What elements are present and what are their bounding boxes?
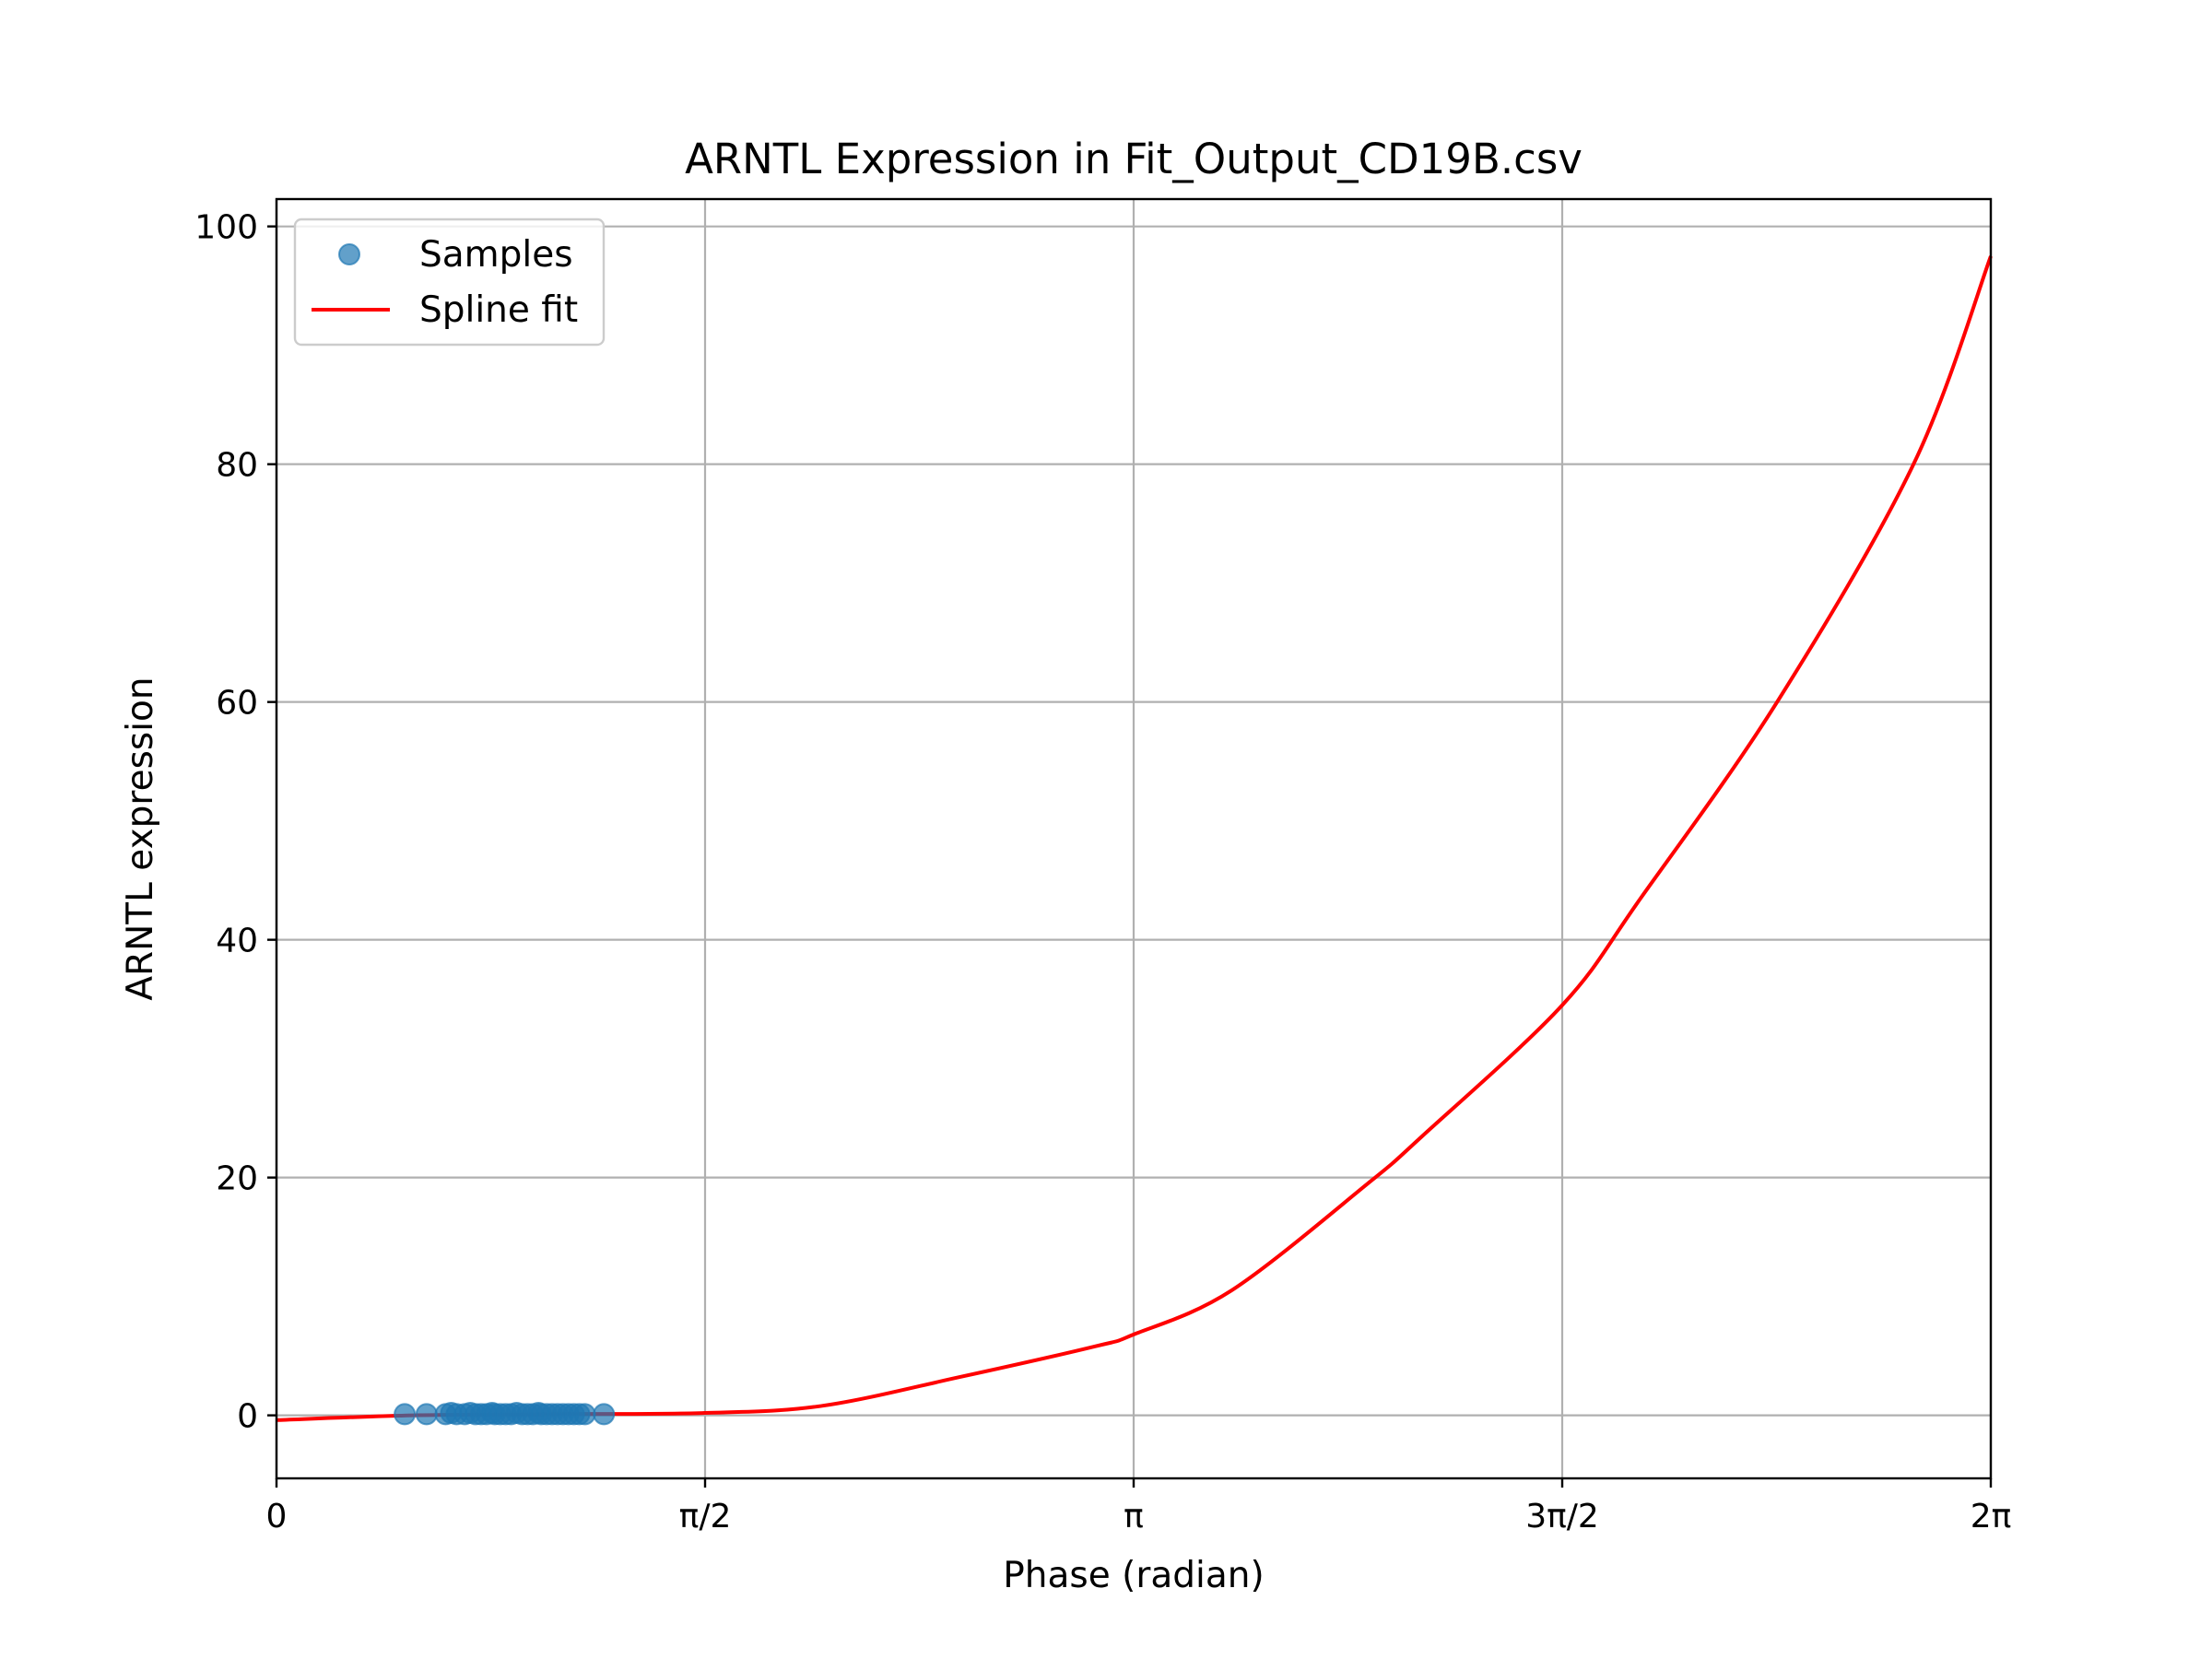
sample-point xyxy=(415,1403,438,1426)
sample-point xyxy=(573,1403,596,1426)
x-tick-label: 0 xyxy=(266,1498,288,1535)
legend-spline-label: Spline fit xyxy=(419,289,578,331)
legend-box xyxy=(293,218,606,347)
sample-point xyxy=(394,1403,417,1426)
sample-point xyxy=(593,1403,616,1426)
data-series xyxy=(276,255,1993,1426)
y-tick-label: 40 xyxy=(216,923,258,960)
chart-title: ARNTL Expression in Fit_Output_CD19B.csv xyxy=(685,135,1583,183)
legend-samples-label: Samples xyxy=(419,234,573,276)
axis-ticks: 0 π/2 π 3π/2 2π 0 20 40 60 80 100 xyxy=(194,209,2011,1535)
y-axis-label: ARNTL expression xyxy=(120,677,161,1000)
y-tick-label: 100 xyxy=(194,209,258,247)
spline-fit-line xyxy=(276,255,1993,1422)
x-tick-label: 3π/2 xyxy=(1525,1498,1599,1535)
legend-samples-marker xyxy=(338,243,360,265)
y-tick-label: 80 xyxy=(216,447,258,485)
x-axis-label: Phase (radian) xyxy=(1003,1555,1264,1596)
y-tick-label: 60 xyxy=(216,685,258,723)
axes-frame xyxy=(275,197,1993,1480)
y-tick-label: 20 xyxy=(216,1160,258,1198)
grid-lines xyxy=(275,199,1993,1478)
x-tick-label: 2π xyxy=(1971,1498,2012,1535)
y-tick-label: 0 xyxy=(237,1398,258,1436)
legend: Samples Spline fit xyxy=(293,218,606,347)
x-tick-label: π/2 xyxy=(679,1498,732,1535)
x-tick-label: π xyxy=(1124,1498,1144,1535)
